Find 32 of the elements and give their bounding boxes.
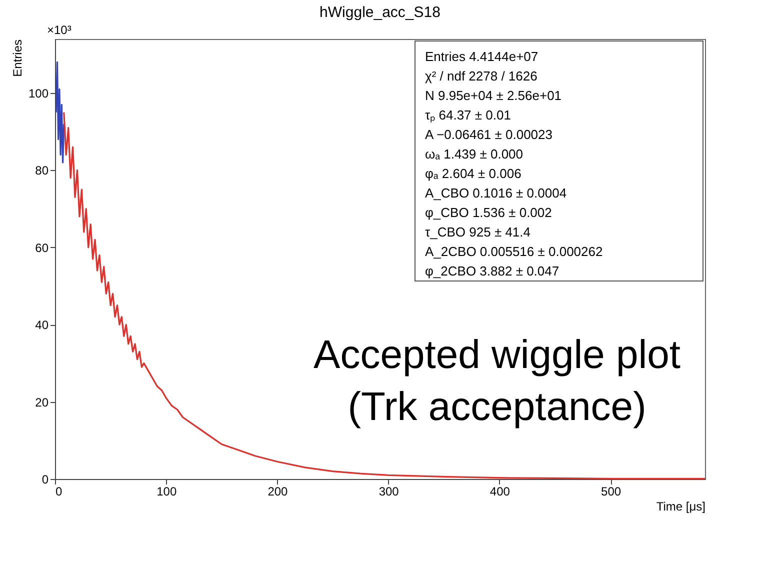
- text: ×10³: [47, 23, 72, 37]
- x-tick-label: 0: [56, 484, 62, 498]
- annotation: φ_CBO 1.536 ± 0.002: [425, 204, 552, 220]
- annotation: A −0.06461 ± 0.00023: [425, 126, 552, 142]
- y-tick-label: 60: [35, 240, 49, 255]
- annotation: (Trk acceptance): [348, 384, 646, 429]
- annotation: Accepted wiggle plot: [314, 332, 680, 377]
- x-tick-label: 400: [490, 484, 510, 498]
- x-tick-label: 200: [268, 484, 288, 498]
- annotation: τₚ 64.37 ± 0.01: [425, 107, 511, 124]
- line-series: [55, 61, 65, 164]
- x-tick-label: 500: [601, 484, 622, 498]
- annotation: N 9.95e+04 ± 2.56e+01: [425, 88, 562, 103]
- annotation: φ_2CBO 3.882 ± 0.047: [425, 263, 560, 278]
- x-tick-label: 100: [156, 484, 177, 498]
- y-axis-title: Entries: [10, 40, 24, 77]
- y-tick-label: 80: [35, 164, 49, 178]
- x-tick-label: 300: [378, 484, 400, 498]
- line-series: [63, 112, 706, 480]
- annotation: φₐ 2.604 ± 0.006: [425, 166, 522, 181]
- annotation: A_CBO 0.1016 ± 0.0004: [425, 185, 567, 200]
- annotation: Entries 4.4144e+07: [425, 48, 538, 64]
- annotation: χ² / ndf 2278 / 1626: [425, 68, 538, 84]
- y-tick-label: 40: [35, 318, 49, 332]
- y-tick-label: 20: [35, 395, 49, 410]
- annotation: ωₐ 1.439 ± 0.000: [425, 146, 524, 162]
- annotation: τ_CBO 925 ± 41.4: [425, 224, 530, 240]
- chart-title: hWiggle_acc_S18: [320, 4, 440, 21]
- y-tick-label: 0: [42, 472, 49, 486]
- x-axis-title: Time [μs]: [656, 500, 706, 514]
- y-tick-label: 100: [28, 86, 49, 101]
- annotation: A_2CBO 0.005516 ± 0.000262: [425, 244, 603, 259]
